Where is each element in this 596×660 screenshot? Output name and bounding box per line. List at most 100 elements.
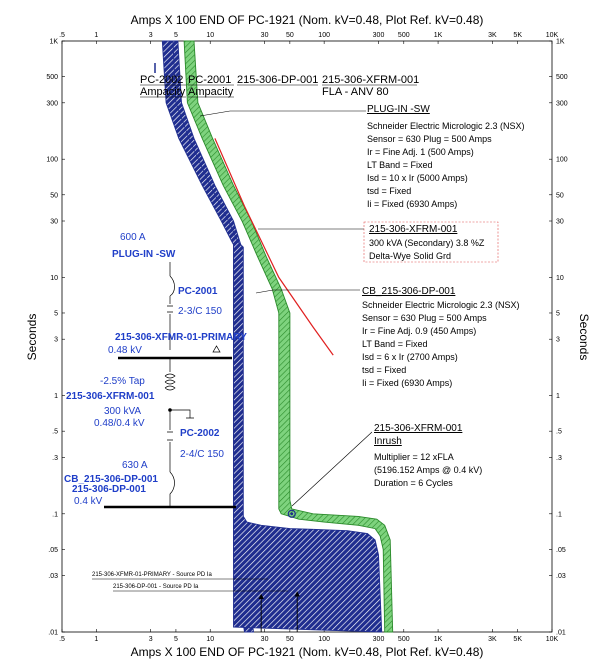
y-tick-label-left: 500: [46, 74, 58, 81]
y-tick-label-left: 300: [46, 100, 58, 107]
xfrm001-sub: FLA - ANV 80: [322, 86, 389, 98]
x-tick-label-bottom: 3K: [488, 636, 497, 643]
y-tick-label-left: .01: [48, 630, 58, 637]
y-tick-label-right: 500: [556, 74, 568, 81]
oneline-cb-amps: 630 A: [122, 460, 148, 471]
y-tick-label-right: 30: [556, 219, 564, 226]
y-tick-label-right: .5: [556, 429, 562, 436]
y-tick-label-right: 100: [556, 157, 568, 164]
y-tick-label-left: 3: [54, 337, 58, 344]
oneline-breaker-bottom: [169, 471, 175, 506]
plugin-line-6: tsd = Fixed: [367, 186, 411, 196]
oneline-pc2002-name: PC-2002: [180, 428, 220, 439]
oneline-plugin-name: PLUG-IN -SW: [112, 249, 176, 260]
y-tick-label-right: 5: [556, 310, 560, 317]
x-tick-label-bottom: 30: [261, 636, 269, 643]
source-note-dp: 215-306-DP-001 - Source PD Ia: [113, 584, 199, 590]
oneline-dp-name: 215-306-DP-001: [72, 484, 146, 495]
x-tick-label-bottom: 10K: [546, 636, 559, 643]
cb-line-5: Isd = 6 x Ir (2700 Amps): [362, 352, 458, 362]
y-tick-label-right: 3: [556, 337, 560, 344]
x-tick-label-bottom: 3: [149, 636, 153, 643]
inrush-marker: [287, 509, 296, 518]
x-tick-label-top: .5: [59, 32, 65, 39]
x-tick-label-top: 3K: [488, 32, 497, 39]
x-tick-label-top: 1K: [434, 32, 443, 39]
x-tick-label-bottom: 5K: [513, 636, 522, 643]
y-tick-label-left: 1: [54, 393, 58, 400]
x-tick-label-bottom: 300: [373, 636, 385, 643]
y-tick-label-right: .1: [556, 511, 562, 518]
cb-line-4: LT Band = Fixed: [362, 339, 427, 349]
xfrm-title: 215-306-XFRM-001: [369, 224, 458, 235]
y-tick-label-right: 50: [556, 192, 564, 199]
y-axis-label-left: Seconds: [25, 314, 39, 361]
source-notes: 215-306-XFMR-01-PRIMARY - Source PD Ia 2…: [92, 572, 288, 592]
cb-leader-1: [255, 289, 274, 294]
x-tick-label-top: 5: [174, 32, 178, 39]
y-tick-label-left: 30: [50, 219, 58, 226]
oneline-cb-name: CB_215-306-DP-001: [64, 474, 158, 485]
source-note-primary: 215-306-XFMR-01-PRIMARY - Source PD Ia: [92, 572, 212, 578]
annotation-xfrm: 215-306-XFRM-001 300 kVA (Secondary) 3.8…: [258, 221, 499, 263]
y-tick-label-right: 10: [556, 275, 564, 282]
y-tick-label-right: .03: [556, 573, 566, 580]
oneline-cable-pc2002: [167, 410, 173, 472]
x-tick-label-top: 1: [94, 32, 98, 39]
y-tick-label-right: .05: [556, 547, 566, 554]
inrush-line-1: Multiplier = 12 xFLA: [374, 452, 454, 462]
pc2002-sub: Ampacity: [140, 86, 186, 98]
annotation-cb: CB_215-306-DP-001 Schneider Electric Mic…: [255, 286, 520, 388]
x-tick-label-top: 3: [149, 32, 153, 39]
pc2001-sub: Ampacity: [188, 86, 234, 98]
axis-ticks: .5.5113355101030305050100100300300500500…: [46, 32, 567, 643]
y-tick-label-right: 1: [556, 393, 560, 400]
x-tick-label-top: 100: [318, 32, 330, 39]
y-tick-label-right: .01: [556, 630, 566, 637]
curves-layer: [161, 40, 394, 633]
plugin-line-2: Sensor = 630 Plug = 500 Amps: [367, 134, 492, 144]
x-tick-label-top: 500: [398, 32, 410, 39]
cb-title: CB_215-306-DP-001: [362, 286, 456, 297]
oneline-pc2002-size: 2-4/C 150: [180, 449, 224, 460]
x-tick-label-bottom: 50: [286, 636, 294, 643]
xfrm-line-2: Delta-Wye Solid Grd: [369, 251, 451, 261]
x-tick-label-top: 30: [261, 32, 269, 39]
oneline-cable-pc2001: [167, 300, 173, 350]
xfrm-box: [363, 221, 499, 263]
xfrm-damage-curve: [214, 138, 334, 356]
oneline-plugin-amps: 600 A: [120, 232, 146, 243]
y-tick-label-left: 1K: [49, 39, 58, 46]
y-tick-label-left: .5: [52, 429, 58, 436]
x-tick-label-bottom: 10: [206, 636, 214, 643]
y-tick-label-left: .3: [52, 455, 58, 462]
xfrm001-label: 215-306-XFRM-001: [322, 74, 419, 86]
x-tick-label-bottom: 500: [398, 636, 410, 643]
x-tick-label-bottom: 1: [94, 636, 98, 643]
inrush-point-dot: [290, 512, 294, 516]
pc2001-label: PC-2001: [188, 74, 231, 86]
cb-line-7: Ii = Fixed (6930 Amps): [362, 378, 452, 388]
inrush-leader: [291, 431, 373, 507]
inrush-sub: Inrush: [374, 436, 402, 447]
x-tick-label-bottom: 100: [318, 636, 330, 643]
y-tick-label-left: 50: [50, 192, 58, 199]
chart-title: Amps X 100 END OF PC-1921 (Nom. kV=0.48,…: [131, 13, 484, 27]
curve-band-pc2001: [161, 40, 383, 633]
one-line-diagram: 600 A PLUG-IN -SW PC-2001 2-3/C 150 215-…: [64, 232, 247, 509]
oneline-xfrm-kv: 0.48/0.4 kV: [94, 418, 145, 429]
plugin-line-7: Ii = Fixed (6930 Amps): [367, 199, 457, 209]
cb-line-6: tsd = Fixed: [362, 365, 406, 375]
oneline-delta-symbol: [212, 345, 221, 353]
inrush-line-3: Duration = 6 Cycles: [374, 478, 453, 488]
inrush-point-ring: [287, 509, 296, 518]
dp001-label: 215-306-DP-001: [237, 74, 318, 86]
xfrm-line-1: 300 kVA (Secondary) 3.8 %Z: [369, 238, 485, 248]
pc2002-label: PC-2002: [140, 74, 183, 86]
y-tick-label-left: 10: [50, 275, 58, 282]
inrush-title: 215-306-XFRM-001: [374, 423, 463, 434]
oneline-tap: -2.5% Tap: [100, 376, 145, 387]
x-tick-label-bottom: .5: [59, 636, 65, 643]
y-tick-label-left: 100: [46, 157, 58, 164]
oneline-pc2001-size: 2-3/C 150: [178, 306, 222, 317]
